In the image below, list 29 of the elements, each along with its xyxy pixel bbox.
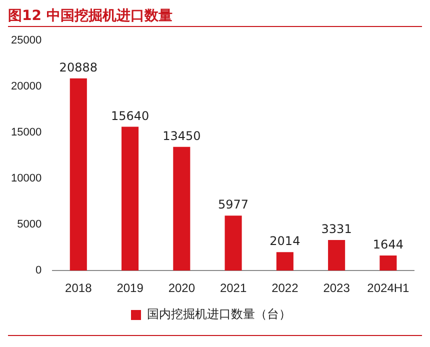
- y-tick-label: 5000: [17, 218, 42, 231]
- bar: [380, 255, 397, 271]
- bar: [173, 146, 190, 271]
- bar: [276, 252, 294, 271]
- x-tick-label: 2020: [168, 281, 196, 296]
- x-tick-label: 2019: [116, 281, 144, 296]
- bar: [122, 126, 139, 271]
- x-tick-label: 2024H1: [367, 281, 410, 296]
- y-tick-label: 25000: [10, 34, 42, 47]
- bar: [224, 216, 242, 271]
- y-tick-label: 15000: [10, 126, 42, 139]
- data-label: 13450: [162, 128, 201, 143]
- x-tick-label: 2023: [323, 281, 350, 296]
- x-tick-label: 2021: [220, 281, 247, 296]
- data-label: 2014: [270, 234, 300, 248]
- x-tick-label: 2022: [272, 281, 299, 296]
- data-label: 1644: [372, 238, 404, 252]
- y-tick-label: 20000: [10, 80, 42, 93]
- bar: [328, 240, 346, 271]
- legend-label: 国内挖掘机进口数量（台）: [147, 307, 291, 322]
- x-tick-label: 2018: [65, 281, 92, 296]
- data-label: 3331: [321, 222, 352, 236]
- y-tick-label: 0: [35, 264, 42, 277]
- chart-title: 图12 中国挖掘机进口数量: [8, 8, 174, 24]
- data-label: 5977: [218, 198, 249, 212]
- data-label: 20888: [59, 60, 98, 75]
- bar: [70, 78, 87, 271]
- data-label: 15640: [110, 108, 150, 123]
- y-tick-label: 10000: [10, 172, 42, 185]
